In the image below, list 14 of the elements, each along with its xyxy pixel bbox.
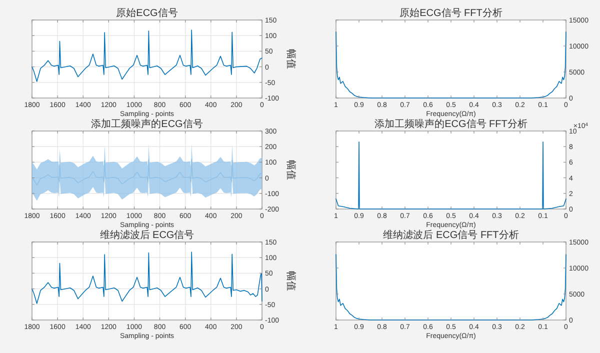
y-axis-title: 幅值 [285,271,297,291]
line-series [336,32,566,98]
chart-title: 维纳滤波后 ECG信号 FFT分析 [383,229,519,241]
chart-title: 原始ECG信号 [116,7,178,19]
chart-title: 原始ECG信号 FFT分析 [400,7,502,19]
y-axis-title: 幅值 [285,160,297,180]
line-series [32,252,262,304]
line-series [336,142,566,210]
line-series [32,30,262,82]
chart-title: 添加工频噪声的ECG信号 [91,118,203,130]
chart-title: 维纳滤波后 ECG信号 [100,229,194,241]
chart-title: 添加工频噪声的ECG信号 FFT分析 [374,118,528,130]
line-series [336,254,566,320]
y-axis-title: 幅值 [285,49,297,69]
